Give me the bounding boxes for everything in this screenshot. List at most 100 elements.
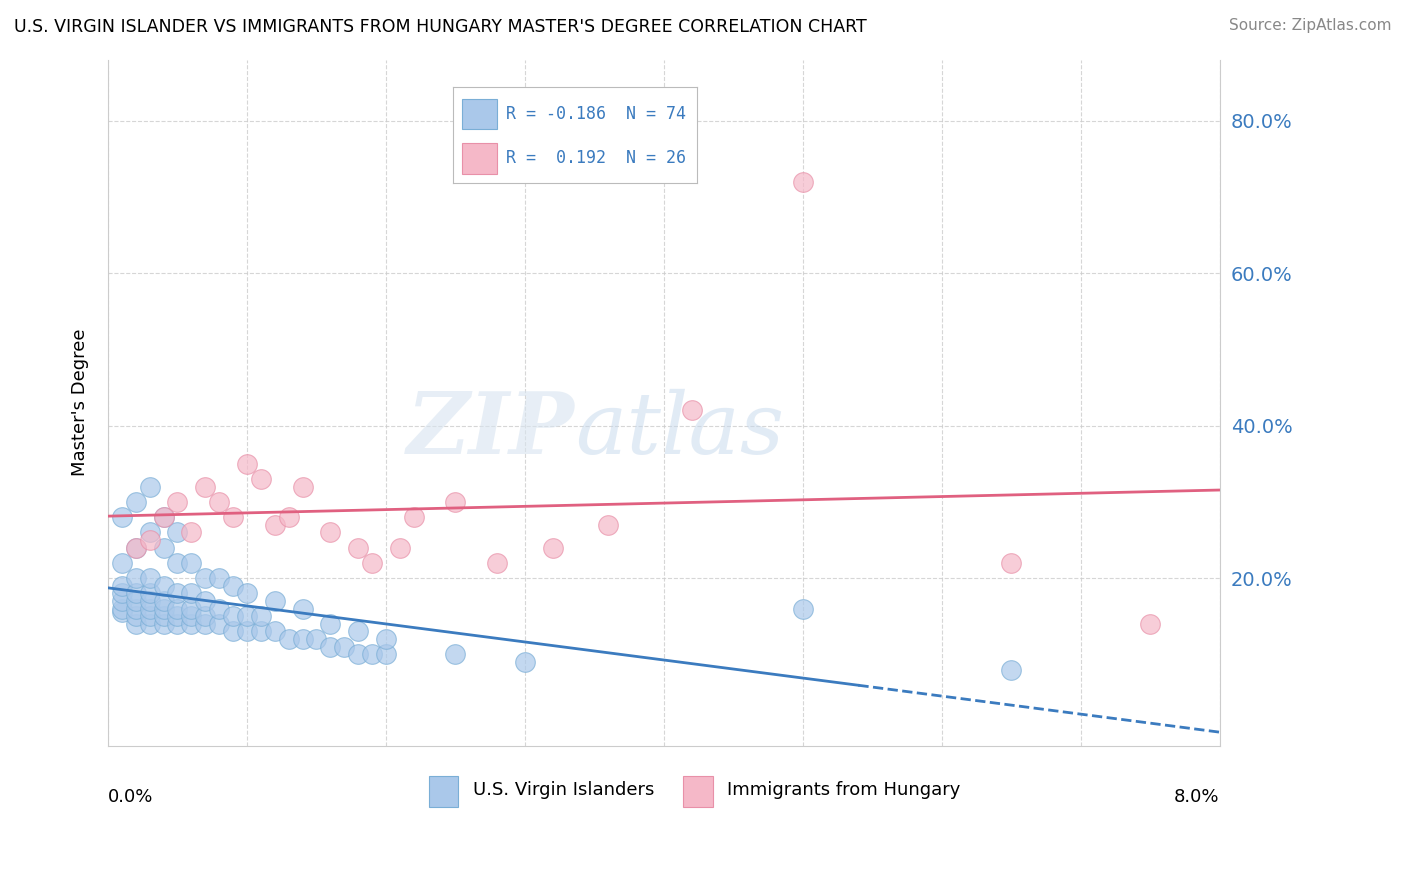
Point <box>152 579 174 593</box>
Point <box>222 624 245 639</box>
Point <box>180 586 202 600</box>
Point <box>263 624 285 639</box>
Point <box>444 648 467 662</box>
Point <box>250 472 273 486</box>
Point <box>125 495 148 509</box>
Point <box>194 480 217 494</box>
Point <box>277 510 299 524</box>
Point <box>111 606 134 620</box>
Point <box>222 510 245 524</box>
Point <box>138 594 160 608</box>
Point <box>250 624 273 639</box>
Y-axis label: Master's Degree: Master's Degree <box>72 329 89 476</box>
Text: Source: ZipAtlas.com: Source: ZipAtlas.com <box>1229 18 1392 33</box>
Point <box>166 525 188 540</box>
Point <box>319 525 342 540</box>
Point <box>598 517 620 532</box>
Text: 0.0%: 0.0% <box>108 788 153 805</box>
Point <box>180 616 202 631</box>
Point <box>111 556 134 570</box>
Point <box>236 457 259 471</box>
Point <box>194 571 217 585</box>
Point <box>361 556 384 570</box>
Point <box>111 601 134 615</box>
Point <box>347 648 370 662</box>
Point <box>263 517 285 532</box>
Text: U.S. VIRGIN ISLANDER VS IMMIGRANTS FROM HUNGARY MASTER'S DEGREE CORRELATION CHAR: U.S. VIRGIN ISLANDER VS IMMIGRANTS FROM … <box>14 18 868 36</box>
Text: 8.0%: 8.0% <box>1174 788 1220 805</box>
Point <box>138 586 160 600</box>
Point <box>388 541 411 555</box>
Point <box>305 632 328 647</box>
Point <box>402 510 425 524</box>
Point <box>208 601 231 615</box>
Point <box>125 601 148 615</box>
Point <box>125 616 148 631</box>
Point <box>361 648 384 662</box>
Point <box>166 586 188 600</box>
Point <box>152 510 174 524</box>
Point <box>180 525 202 540</box>
Point <box>374 632 396 647</box>
Point <box>319 640 342 654</box>
Point <box>138 571 160 585</box>
Point <box>1139 616 1161 631</box>
Point <box>208 495 231 509</box>
Point <box>681 403 703 417</box>
Point <box>513 655 536 669</box>
Point <box>138 601 160 615</box>
Point <box>138 525 160 540</box>
Point <box>263 594 285 608</box>
Text: atlas: atlas <box>575 389 785 472</box>
Point <box>222 579 245 593</box>
Point <box>208 616 231 631</box>
Point <box>277 632 299 647</box>
Point <box>125 609 148 624</box>
Point <box>138 533 160 547</box>
Text: ZIP: ZIP <box>408 388 575 472</box>
Point <box>111 510 134 524</box>
Point <box>319 616 342 631</box>
Point <box>125 594 148 608</box>
Point <box>291 480 314 494</box>
Point <box>111 594 134 608</box>
Point <box>291 601 314 615</box>
Point <box>125 586 148 600</box>
Point <box>166 495 188 509</box>
Point <box>152 541 174 555</box>
Point <box>111 579 134 593</box>
Point <box>152 510 174 524</box>
Point <box>792 601 814 615</box>
Point <box>152 594 174 608</box>
Point <box>166 601 188 615</box>
Point <box>347 624 370 639</box>
Point <box>374 648 396 662</box>
Point <box>1000 556 1022 570</box>
Point <box>194 594 217 608</box>
Point <box>166 556 188 570</box>
Point <box>347 541 370 555</box>
Point <box>152 609 174 624</box>
Point <box>166 609 188 624</box>
Point <box>125 571 148 585</box>
Point <box>444 495 467 509</box>
Point <box>250 609 273 624</box>
Point <box>152 601 174 615</box>
Point <box>180 601 202 615</box>
Point <box>125 541 148 555</box>
Point <box>236 586 259 600</box>
Point <box>138 480 160 494</box>
Point <box>180 609 202 624</box>
Point <box>208 571 231 585</box>
Point <box>222 609 245 624</box>
Point <box>486 556 509 570</box>
Point <box>125 541 148 555</box>
Point <box>236 609 259 624</box>
Point <box>152 616 174 631</box>
Point <box>236 624 259 639</box>
Point <box>138 616 160 631</box>
Point <box>138 609 160 624</box>
Point <box>541 541 564 555</box>
Point <box>194 609 217 624</box>
Point <box>111 586 134 600</box>
